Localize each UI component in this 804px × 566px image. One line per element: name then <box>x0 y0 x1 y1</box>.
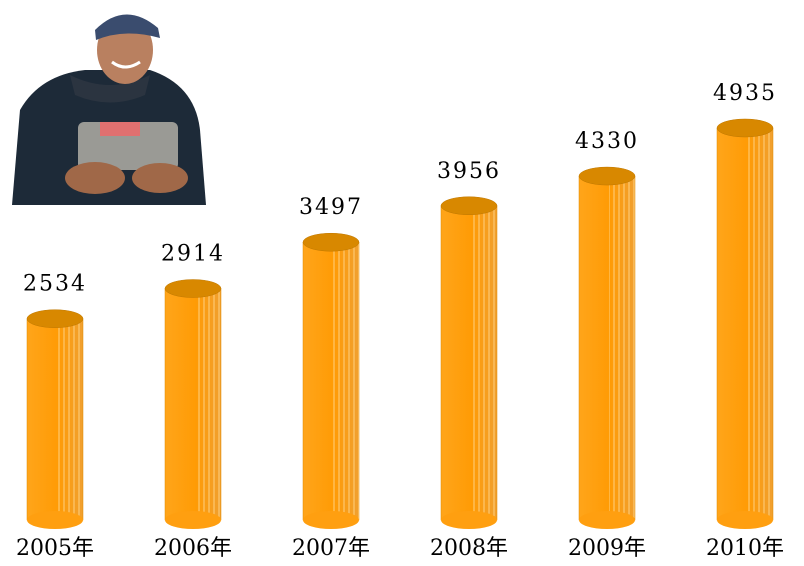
bar-shade <box>747 128 773 520</box>
bar-group <box>164 279 222 529</box>
bar-bottom <box>717 511 773 529</box>
value-label: 4935 <box>713 81 777 106</box>
bar-shade <box>195 288 221 520</box>
value-label: 3497 <box>299 195 363 220</box>
bar-group <box>578 166 636 529</box>
bar-group <box>302 232 360 529</box>
bar-shade <box>609 176 635 520</box>
bar-bottom <box>165 511 221 529</box>
bar-bottom <box>441 511 497 529</box>
bar-top <box>302 232 360 252</box>
bar-top <box>164 279 222 298</box>
value-label: 3956 <box>437 159 501 184</box>
bar-group <box>26 309 84 529</box>
bar-top <box>440 196 498 216</box>
x-tick-label: 2005年 <box>16 536 94 561</box>
bar-shade <box>57 318 83 520</box>
bar-bottom <box>303 511 359 529</box>
value-label: 2914 <box>161 242 225 267</box>
value-label: 2534 <box>23 272 87 297</box>
x-tick-label: 2009年 <box>568 536 646 561</box>
x-tick-label: 2007年 <box>292 536 370 561</box>
bar-group <box>716 118 774 529</box>
bar-top <box>716 118 774 138</box>
bar-shade <box>333 242 359 520</box>
value-label: 4330 <box>575 129 639 154</box>
bar-top <box>578 166 636 186</box>
bar-bottom <box>579 511 635 529</box>
bar-group <box>440 196 498 529</box>
x-tick-label: 2010年 <box>706 536 784 561</box>
photo <box>8 8 208 208</box>
bar-bottom <box>27 511 83 529</box>
x-tick-label: 2006年 <box>154 536 232 561</box>
x-tick-label: 2008年 <box>430 536 508 561</box>
bar-top <box>26 309 84 328</box>
bar-shade <box>471 205 497 521</box>
